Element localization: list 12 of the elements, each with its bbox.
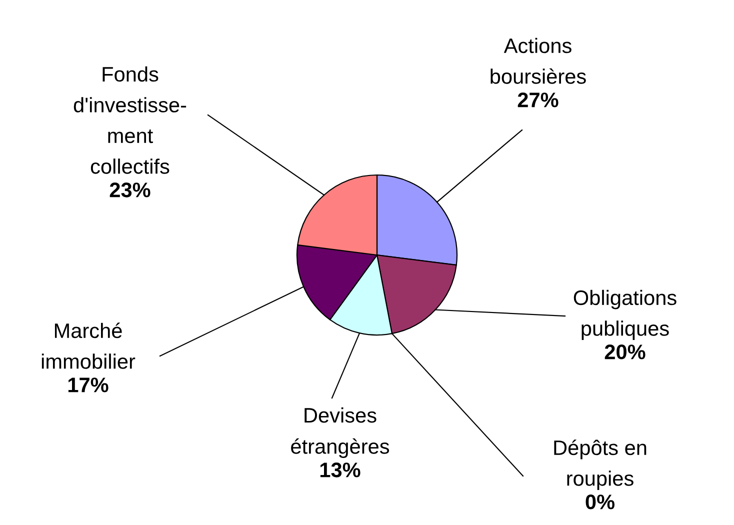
slice-label: Obligations publiques bbox=[574, 290, 676, 340]
text: 0% bbox=[586, 494, 615, 510]
slice-label: Actions boursières bbox=[490, 38, 586, 84]
slice-label: Marché immobilier bbox=[42, 322, 136, 369]
data-label: 13% bbox=[320, 462, 360, 478]
data-label: 27% bbox=[518, 92, 558, 108]
data-label: 17% bbox=[68, 378, 108, 392]
slice-label: Fonds d'investisse- ment collectifs bbox=[74, 66, 186, 174]
slice-label: Devises étrangères bbox=[291, 407, 390, 458]
category-label: Dépôts en roupies bbox=[554, 440, 646, 490]
data-label: 20% bbox=[604, 344, 646, 360]
data-label: 23% bbox=[110, 182, 150, 198]
